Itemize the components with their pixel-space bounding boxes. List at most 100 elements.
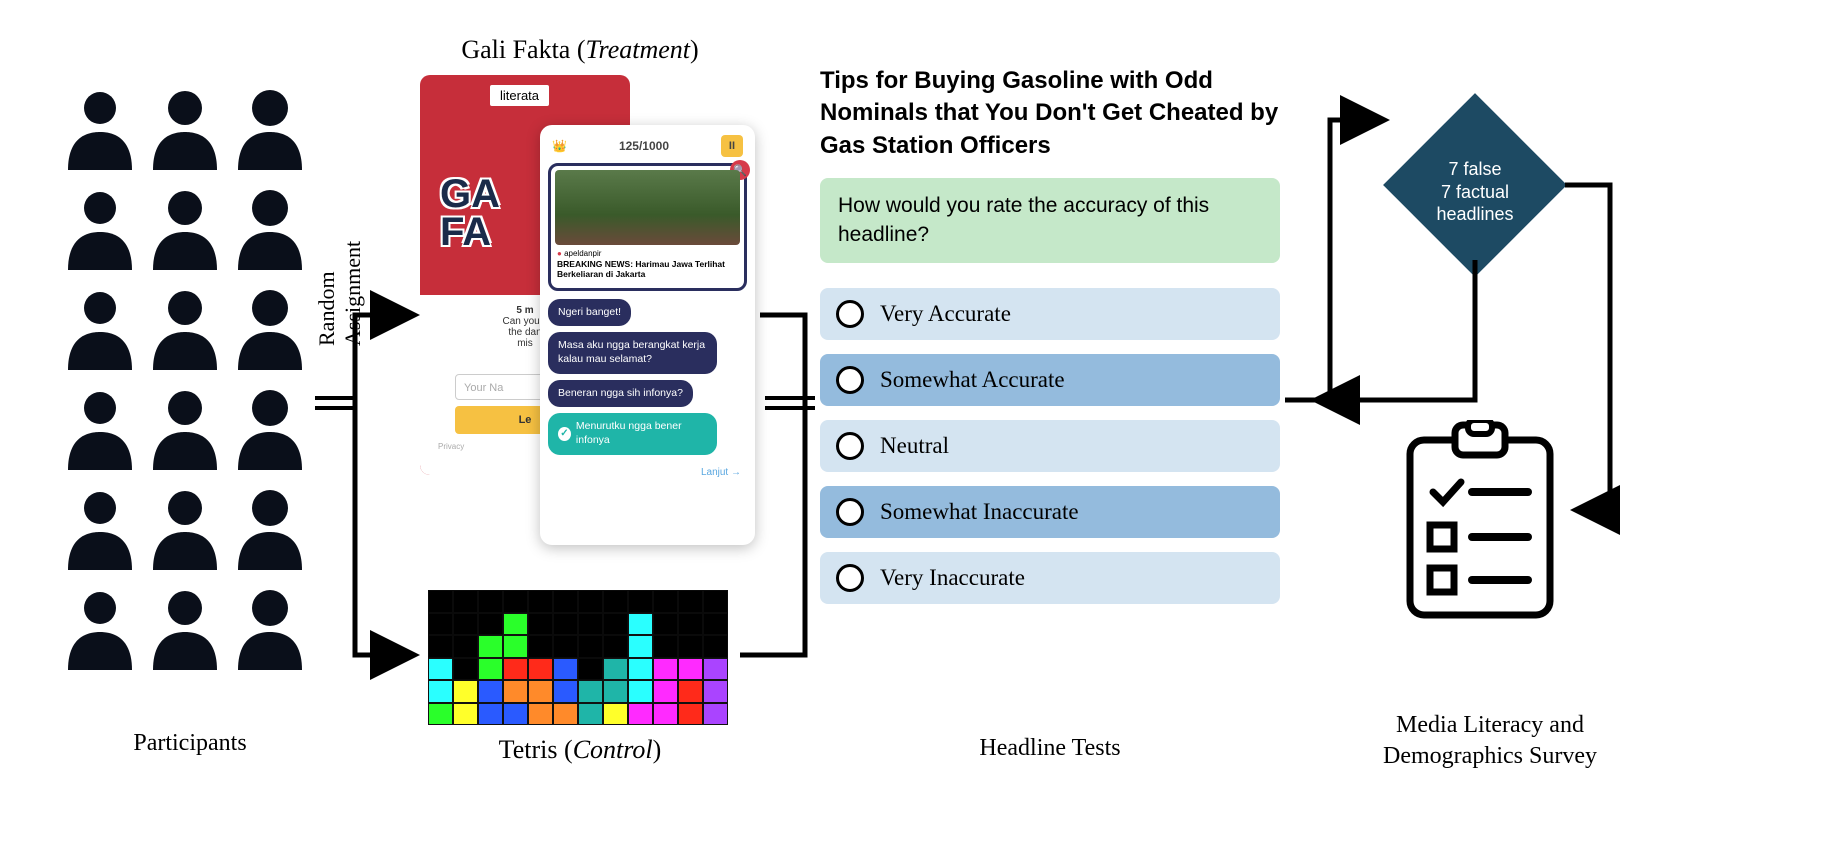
diagram-root: Participants Random Assignment Gali Fakt… bbox=[20, 20, 1828, 814]
tetris-cell bbox=[478, 590, 503, 613]
tetris-cell bbox=[578, 680, 603, 703]
app-logo: GA FA bbox=[440, 175, 500, 251]
option-label: Somewhat Accurate bbox=[880, 367, 1065, 393]
tetris-cell bbox=[503, 658, 528, 681]
chat-bubble-3: Beneran ngga sih infonya? bbox=[548, 380, 693, 408]
option-1[interactable]: Somewhat Accurate bbox=[820, 354, 1280, 406]
tetris-cell bbox=[703, 635, 728, 658]
literata-tag: literata bbox=[490, 85, 549, 106]
radio-icon bbox=[836, 498, 864, 526]
participant-avatar bbox=[60, 480, 140, 570]
participant-avatar bbox=[145, 80, 225, 170]
tetris-cell bbox=[553, 635, 578, 658]
tetris-cell bbox=[653, 613, 678, 636]
tetris-cell bbox=[678, 613, 703, 636]
option-2[interactable]: Neutral bbox=[820, 420, 1280, 472]
tetris-cell bbox=[478, 613, 503, 636]
option-label: Very Inaccurate bbox=[880, 565, 1025, 591]
control-label: Tetris (Control) bbox=[420, 735, 740, 765]
tetris-cell bbox=[428, 703, 453, 726]
participant-avatar bbox=[60, 580, 140, 670]
headline-tests-caption: Headline Tests bbox=[890, 735, 1210, 762]
survey-caption: Media Literacy and Demographics Survey bbox=[1350, 710, 1630, 772]
tetris-cell bbox=[453, 703, 478, 726]
participant-avatar bbox=[230, 180, 310, 270]
participant-avatar bbox=[230, 280, 310, 370]
option-label: Very Accurate bbox=[880, 301, 1011, 327]
tetris-cell bbox=[553, 680, 578, 703]
tetris-cell bbox=[703, 590, 728, 613]
tetris-cell bbox=[628, 613, 653, 636]
tetris-cell bbox=[678, 658, 703, 681]
tetris-cell bbox=[428, 613, 453, 636]
participant-avatar bbox=[60, 180, 140, 270]
tetris-cell bbox=[678, 703, 703, 726]
tetris-cell bbox=[453, 658, 478, 681]
option-3[interactable]: Somewhat Inaccurate bbox=[820, 486, 1280, 538]
option-label: Somewhat Inaccurate bbox=[880, 499, 1079, 525]
tetris-cell bbox=[578, 635, 603, 658]
diamond-text: 7 false 7 factual headlines bbox=[1380, 158, 1570, 226]
question-box: How would you rate the accuracy of this … bbox=[820, 178, 1280, 263]
next-link[interactable]: Lanjut → bbox=[548, 461, 747, 478]
participant-avatar bbox=[60, 380, 140, 470]
news-block: 🔍 ● apeldanpir BREAKING NEWS: Harimau Ja… bbox=[548, 163, 747, 291]
news-image bbox=[555, 170, 740, 245]
news-headline: BREAKING NEWS: Harimau Jawa Terlihat Ber… bbox=[557, 259, 725, 280]
chat-bubble-4: ✓ Menurutku ngga bener infonya bbox=[548, 413, 717, 454]
tetris-cell bbox=[528, 613, 553, 636]
tetris-cell bbox=[428, 658, 453, 681]
tetris-cell bbox=[603, 613, 628, 636]
diamond-l1: 7 false bbox=[1380, 158, 1570, 181]
news-text: ● apeldanpir BREAKING NEWS: Harimau Jawa… bbox=[555, 245, 740, 284]
tetris-cell bbox=[603, 590, 628, 613]
tetris-cell bbox=[678, 635, 703, 658]
treatment-name: Gali Fakta bbox=[461, 35, 570, 64]
tetris-cell bbox=[703, 613, 728, 636]
option-4[interactable]: Very Inaccurate bbox=[820, 552, 1280, 604]
tetris-cell bbox=[603, 658, 628, 681]
participant-avatar bbox=[230, 380, 310, 470]
tetris-grid bbox=[428, 590, 728, 725]
tetris-cell bbox=[628, 658, 653, 681]
tetris-cell bbox=[553, 658, 578, 681]
participants-caption: Participants bbox=[100, 730, 280, 757]
diamond: 7 false 7 factual headlines bbox=[1380, 110, 1570, 260]
participant-avatar bbox=[60, 80, 140, 170]
participant-avatar bbox=[145, 180, 225, 270]
option-0[interactable]: Very Accurate bbox=[820, 288, 1280, 340]
subtitle-top: 5 m bbox=[516, 305, 533, 316]
participant-avatar bbox=[60, 280, 140, 370]
news-source: apeldanpir bbox=[564, 249, 601, 258]
treatment-label: Gali Fakta (Treatment) bbox=[420, 35, 740, 65]
app-mock: literata GA FA 5 m Can you s the dan mis… bbox=[420, 75, 740, 555]
control-name: Tetris bbox=[499, 735, 558, 764]
tetris-cell bbox=[503, 703, 528, 726]
options-list: Very Accurate Somewhat Accurate Neutral Som… bbox=[820, 288, 1280, 604]
tetris-cell bbox=[453, 590, 478, 613]
tetris-cell bbox=[528, 590, 553, 613]
participant-avatar bbox=[145, 280, 225, 370]
pause-icon[interactable]: II bbox=[721, 135, 743, 157]
chat-bubble-4-text: Menurutku ngga bener infonya bbox=[576, 420, 707, 447]
logo-line-1: GA bbox=[440, 175, 500, 213]
radio-icon bbox=[836, 366, 864, 394]
tetris-cell bbox=[628, 680, 653, 703]
random-assignment-label: Random Assignment bbox=[314, 241, 366, 346]
tetris-cell bbox=[553, 613, 578, 636]
tetris-cell bbox=[603, 680, 628, 703]
chat-header: 👑 125/1000 II bbox=[548, 133, 747, 163]
tetris-cell bbox=[503, 590, 528, 613]
tetris-cell bbox=[678, 680, 703, 703]
tetris-cell bbox=[553, 590, 578, 613]
tetris-cell bbox=[653, 635, 678, 658]
control-role: Control bbox=[573, 735, 653, 764]
radio-icon bbox=[836, 432, 864, 460]
tetris-cell bbox=[578, 590, 603, 613]
tetris-cell bbox=[528, 680, 553, 703]
tetris-cell bbox=[478, 680, 503, 703]
tetris-cell bbox=[653, 703, 678, 726]
tetris-cell bbox=[628, 703, 653, 726]
tetris-cell bbox=[578, 613, 603, 636]
tetris-cell bbox=[478, 703, 503, 726]
